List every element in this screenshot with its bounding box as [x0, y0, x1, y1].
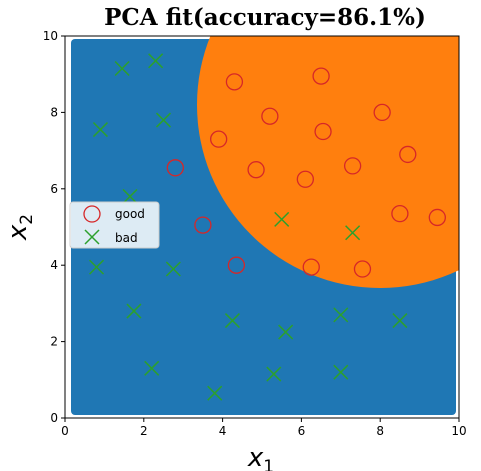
y-tick-label-1: 2 [50, 335, 58, 349]
y-axis-label-main: x [3, 224, 33, 241]
point-bad-11 [278, 324, 294, 340]
decision-region-good [197, 36, 459, 288]
plot-frame [64, 35, 460, 419]
point-bad-9 [126, 303, 142, 319]
point-good-8 [296, 170, 314, 188]
point-bad-3 [155, 112, 172, 128]
x-tick-label-1: 2 [140, 424, 148, 438]
point-good-3 [261, 107, 279, 125]
legend-marker-good [83, 205, 101, 223]
point-good-0 [225, 73, 244, 91]
point-good-4 [314, 122, 332, 141]
point-good-6 [166, 159, 184, 177]
point-bad-17 [333, 364, 349, 380]
axis-ticks: 0 2 4 6 8 10 0 2 4 6 8 10 [43, 29, 467, 438]
y-axis-label: x2 [3, 214, 37, 241]
point-bad-8 [165, 261, 181, 277]
point-bad-5 [274, 211, 290, 227]
point-good-10 [399, 145, 417, 164]
point-bad-4 [122, 188, 138, 204]
y-axis-label-group: x2 [3, 214, 37, 241]
point-good-1 [312, 67, 330, 85]
point-good-13 [428, 208, 446, 227]
y-tick-label-2: 4 [50, 258, 58, 272]
point-bad-6 [345, 225, 361, 241]
point-good-11 [194, 216, 212, 234]
x-tick-label-2: 4 [219, 424, 227, 438]
point-good-14 [227, 256, 246, 274]
y-tick-label-5: 10 [43, 29, 58, 43]
point-good-5 [373, 103, 391, 122]
x-axis-label: x1 [247, 443, 274, 471]
point-good-15 [302, 258, 320, 276]
x-tick-label-5: 10 [451, 424, 466, 438]
point-good-16 [353, 260, 372, 278]
y-tick-label-3: 6 [50, 182, 58, 196]
data-points [88, 53, 446, 401]
y-axis-label-subscript: 2 [17, 214, 37, 225]
x-axis-label-main: x [247, 443, 264, 471]
point-bad-0 [114, 60, 130, 77]
x-tick-label-4: 8 [376, 424, 384, 438]
point-good-9 [343, 157, 362, 175]
x-axis-label-subscript: 1 [263, 457, 274, 471]
point-bad-7 [88, 259, 105, 275]
legend: good bad [69, 201, 160, 249]
x-tick-label-0: 0 [61, 424, 69, 438]
point-bad-14 [144, 360, 160, 376]
point-bad-16 [266, 366, 282, 382]
chart-title: PCA fit(accuracy=86.1%) [104, 4, 426, 31]
y-tick-label-0: 0 [50, 411, 58, 425]
point-bad-12 [333, 307, 349, 323]
point-bad-15 [207, 385, 223, 401]
legend-label-bad: bad [115, 231, 138, 245]
point-bad-1 [148, 53, 164, 69]
plot-area: 0 2 4 6 8 10 0 2 4 6 8 10 [43, 29, 467, 438]
x-tick-label-3: 6 [298, 424, 306, 438]
legend-marker-bad [84, 229, 100, 245]
point-good-2 [210, 130, 228, 148]
point-bad-10 [224, 313, 240, 329]
point-bad-2 [92, 122, 108, 138]
point-bad-13 [392, 313, 408, 329]
y-tick-label-4: 8 [50, 105, 58, 119]
legend-label-good: good [115, 207, 145, 221]
point-good-7 [247, 161, 265, 179]
point-good-12 [391, 204, 409, 223]
